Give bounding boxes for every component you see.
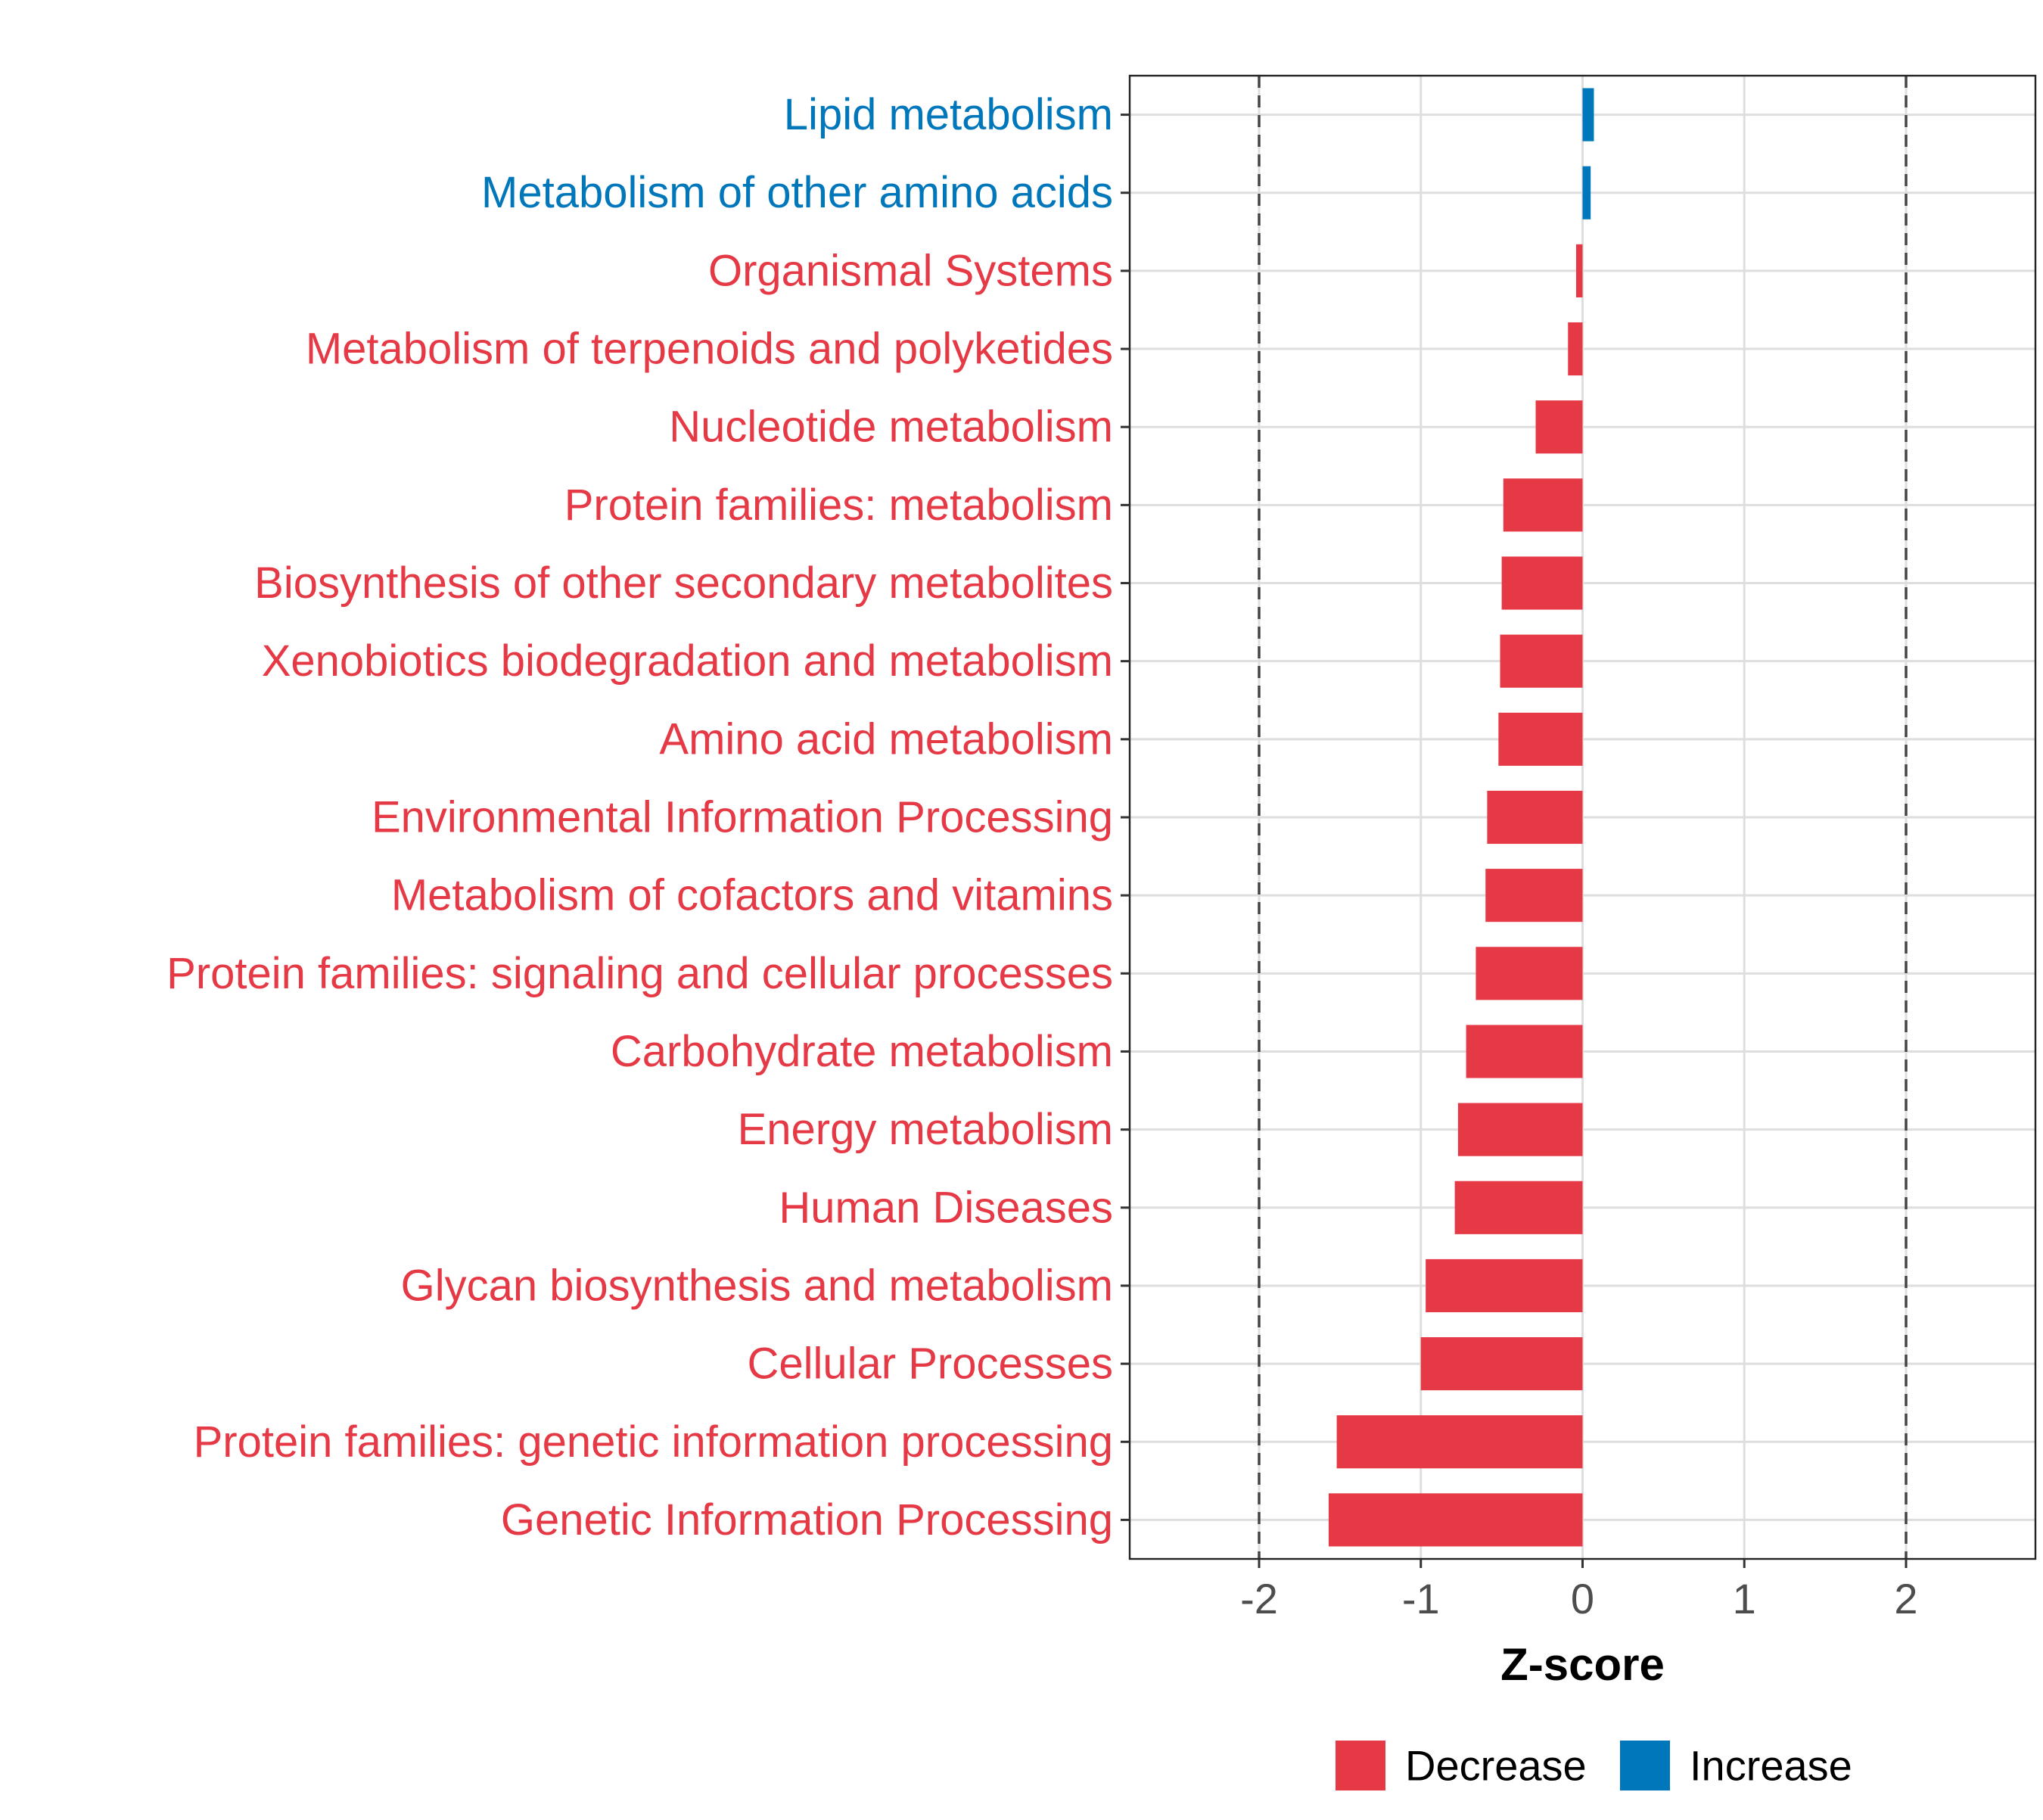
x-tick-label: -1 [1402, 1575, 1440, 1622]
y-tick-label: Environmental Information Processing [372, 793, 1113, 842]
bar-17 [1420, 1337, 1583, 1391]
bar-2 [1582, 166, 1591, 219]
bar-9 [1498, 712, 1583, 766]
y-tick-label: Genetic Information Processing [501, 1495, 1113, 1545]
bar-1 [1582, 88, 1594, 142]
x-axis-title: Z-score [1500, 1639, 1665, 1690]
y-tick-label: Xenobiotics biodegradation and metabolis… [262, 636, 1113, 686]
bar-16 [1426, 1258, 1583, 1313]
y-tick-label: Protein families: signaling and cellular… [166, 949, 1113, 998]
x-tick-label: 1 [1733, 1575, 1756, 1622]
y-tick-label: Metabolism of terpenoids and polyketides [306, 325, 1113, 374]
y-tick-label: Glycan biosynthesis and metabolism [401, 1261, 1113, 1310]
bar-7 [1501, 556, 1583, 610]
bar-5 [1535, 400, 1583, 454]
bar-11 [1485, 869, 1583, 922]
legend-key-increase [1620, 1741, 1670, 1790]
y-tick-label: Energy metabolism [738, 1105, 1113, 1154]
y-tick-label: Carbohydrate metabolism [611, 1027, 1113, 1076]
bar-19 [1328, 1493, 1583, 1547]
x-axis: -2 -1 0 1 2 [1240, 1559, 1918, 1622]
bar-15 [1454, 1181, 1583, 1234]
legend-label-increase: Increase [1690, 1742, 1852, 1790]
bar-3 [1575, 244, 1583, 297]
y-tick-label: Nucleotide metabolism [669, 403, 1113, 452]
bar-14 [1457, 1103, 1583, 1156]
legend-label-decrease: Decrease [1405, 1742, 1587, 1790]
x-tick-label: 2 [1894, 1575, 1917, 1622]
y-tick-label: Metabolism of other amino acids [481, 168, 1113, 217]
bar-13 [1466, 1025, 1583, 1078]
bar-4 [1568, 322, 1583, 376]
y-tick-label: Protein families: genetic information pr… [194, 1417, 1113, 1467]
bar-8 [1500, 634, 1583, 688]
bar-10 [1487, 790, 1583, 845]
bar-6 [1503, 478, 1583, 532]
bar-12 [1476, 947, 1583, 1000]
legend-key-decrease [1336, 1741, 1385, 1790]
y-tick-label: Biosynthesis of other secondary metaboli… [254, 558, 1113, 608]
y-tick-label: Metabolism of cofactors and vitamins [391, 871, 1113, 920]
y-tick-label: Amino acid metabolism [659, 714, 1113, 764]
y-tick-label: Protein families: metabolism [564, 481, 1113, 530]
y-tick-label: Organismal Systems [708, 246, 1113, 295]
bar-18 [1336, 1415, 1583, 1469]
bars-layer [1328, 88, 1594, 1547]
x-tick-label: 0 [1571, 1575, 1594, 1622]
reference-lines-layer [1258, 76, 1908, 1559]
x-tick-label: -2 [1240, 1575, 1278, 1622]
legend: Decrease Increase [1336, 1741, 1852, 1790]
y-tick-label: Lipid metabolism [784, 90, 1113, 139]
y-tick-label: Human Diseases [779, 1183, 1113, 1232]
y-tick-label: Cellular Processes [747, 1339, 1113, 1389]
y-axis: Lipid metabolism Metabolism of other amin… [166, 90, 1130, 1545]
